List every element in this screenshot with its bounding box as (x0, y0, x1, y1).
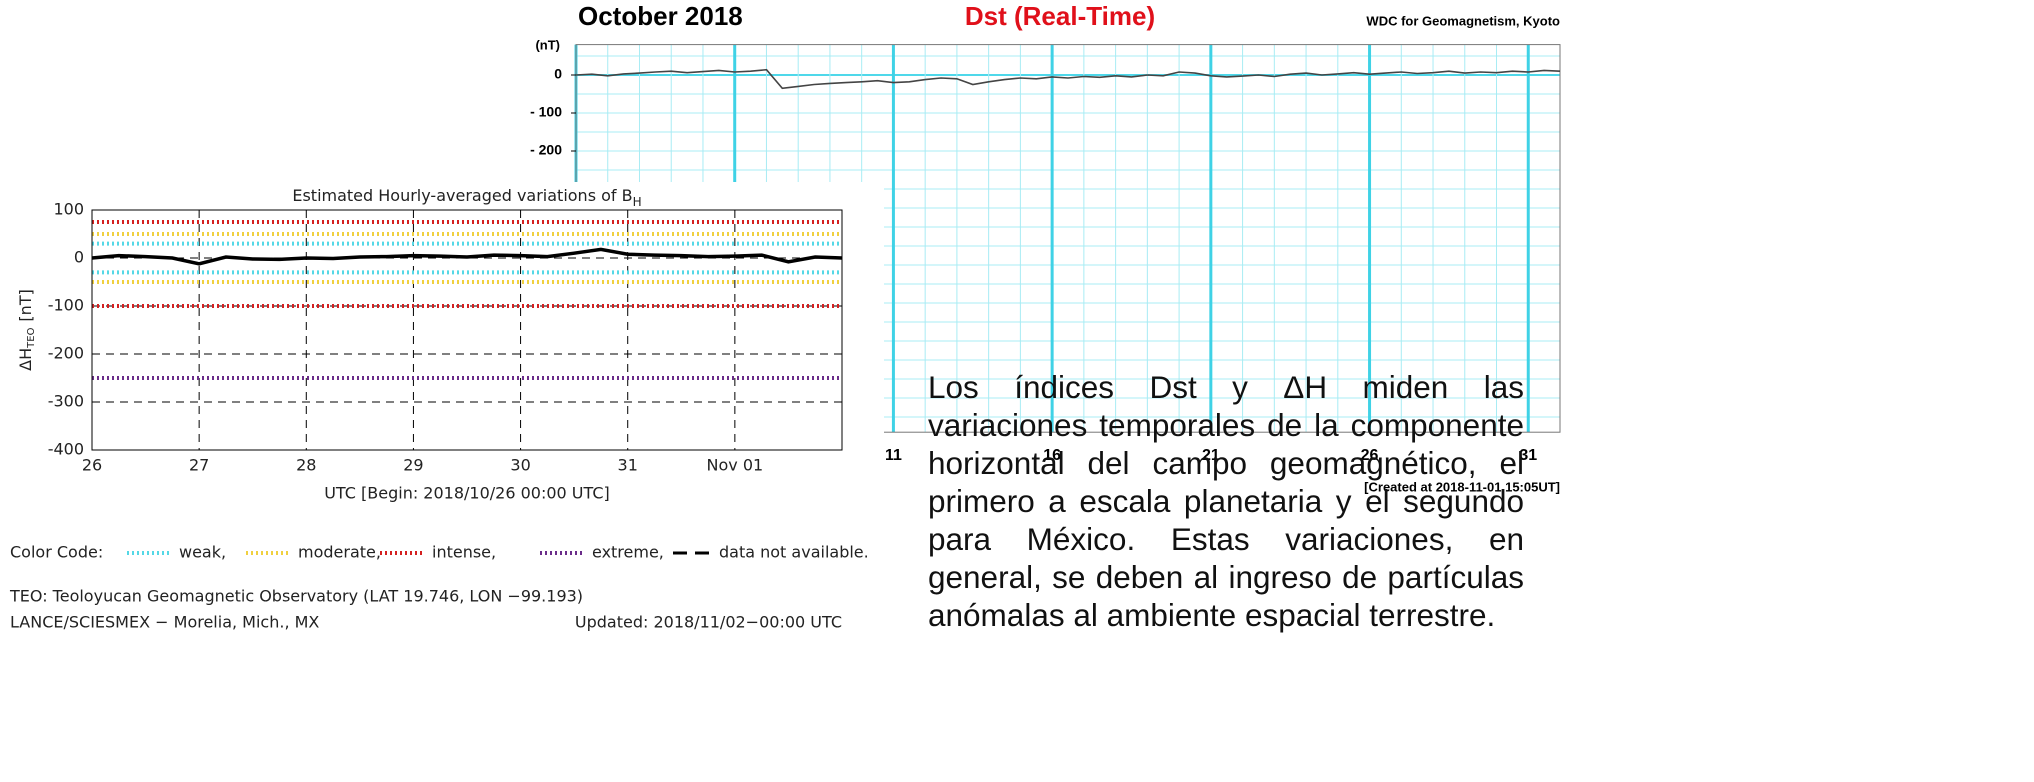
y-label: ΔHTEO [nT] (16, 289, 38, 371)
x-tick-label: 28 (296, 456, 316, 475)
y-tick-label: -200 (48, 344, 84, 363)
legend-label: weak, (179, 543, 226, 562)
title-text: Estimated Hourly-averaged variations of … (292, 186, 632, 205)
y-label-unit: [nT] (16, 289, 35, 321)
data-line (575, 68, 1561, 90)
updated: Updated: 2018/11/02−00:00 UTC (575, 613, 842, 632)
x-tick-label: 26 (1361, 447, 1379, 464)
x-tick-label: Nov 01 (707, 456, 764, 475)
y-tick-label: 100 (53, 200, 84, 219)
y-tick-label: -300 (48, 392, 84, 411)
source: WDC for Geomagnetism, Kyoto (1366, 13, 1560, 28)
legend-label: moderate, (298, 543, 381, 562)
x-tick-label: 31 (1519, 447, 1537, 464)
legend-label: extreme, (592, 543, 664, 562)
y-label-subscript: TEO (26, 327, 37, 348)
data-line (91, 247, 843, 266)
footer: LANCE/SCIESMEX − Morelia, Mich., MX (10, 613, 319, 632)
y-tick-label: - 200 (530, 142, 562, 158)
plot-frame (91, 209, 843, 451)
legend-title: Color Code: (10, 543, 103, 562)
x-label: UTC [Begin: 2018/10/26 00:00 UTC] (324, 484, 610, 503)
x-tick-label: 21 (1202, 447, 1220, 464)
y-tick-label: 0 (74, 248, 84, 267)
paragraph: Los índices Dst y ΔH miden las variacion… (928, 369, 1524, 633)
legend-label: data not available. (719, 543, 869, 562)
y-tick-label: -400 (48, 440, 84, 459)
y-tick-label: 0 (554, 66, 562, 82)
y-label-text: ΔH (16, 348, 35, 371)
y-tick-label: -100 (48, 296, 84, 315)
x-tick-label: 29 (403, 456, 423, 475)
title-subscript: H (633, 195, 642, 209)
chart-subtitle: Dst (Real-Time) (965, 1, 1155, 31)
chart-title: Estimated Hourly-averaged variations of … (292, 186, 641, 209)
x-tick-label: 26 (82, 456, 102, 475)
teo-panel: Estimated Hourly-averaged variations of … (9, 186, 869, 632)
x-tick-label: 31 (618, 456, 638, 475)
x-tick-label: 11 (885, 447, 902, 464)
x-tick-label: 16 (1043, 447, 1061, 464)
x-tick-label: 27 (189, 456, 209, 475)
y-label: (nT) (535, 37, 560, 52)
y-tick-label: - 100 (530, 104, 562, 120)
note: [Created at 2018-11-01 15:05UT] (1364, 479, 1560, 494)
x-tick-label: 30 (510, 456, 530, 475)
legend-label: intense, (432, 543, 496, 562)
footer: TEO: Teoloyucan Geomagnetic Observatory … (9, 587, 583, 606)
chart-title: October 2018 (578, 1, 743, 31)
